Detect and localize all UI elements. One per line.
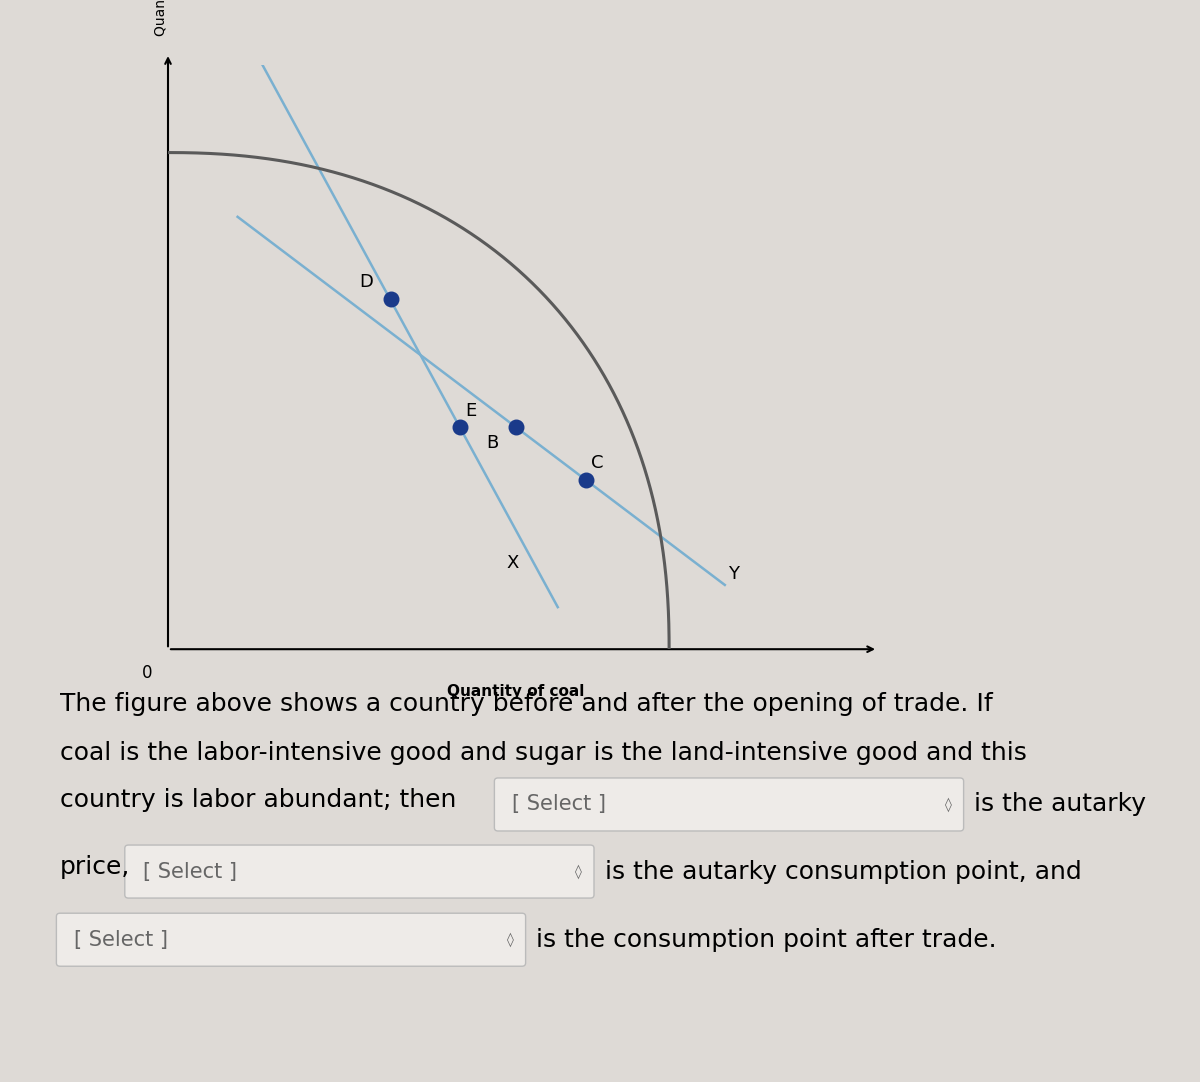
Text: ◊: ◊ bbox=[944, 797, 952, 812]
Text: is the autarky: is the autarky bbox=[974, 792, 1146, 817]
Text: B: B bbox=[486, 435, 499, 452]
Text: Quantity of coal: Quantity of coal bbox=[448, 684, 584, 699]
Text: The figure above shows a country before and after the opening of trade. If: The figure above shows a country before … bbox=[60, 692, 992, 716]
Text: ◊: ◊ bbox=[506, 933, 514, 947]
Text: price,: price, bbox=[60, 855, 131, 879]
Text: coal is the labor-intensive good and sugar is the land-intensive good and this: coal is the labor-intensive good and sug… bbox=[60, 741, 1027, 765]
Point bbox=[382, 290, 401, 307]
Point bbox=[506, 419, 526, 436]
Text: country is labor abundant; then: country is labor abundant; then bbox=[60, 788, 456, 812]
Point bbox=[451, 419, 470, 436]
Text: Quantity of sugar: Quantity of sugar bbox=[154, 0, 168, 36]
Text: Y: Y bbox=[728, 566, 739, 583]
Point bbox=[576, 471, 595, 488]
Text: C: C bbox=[590, 454, 604, 473]
Text: ◊: ◊ bbox=[575, 865, 582, 879]
Text: E: E bbox=[466, 401, 476, 420]
Text: is the consumption point after trade.: is the consumption point after trade. bbox=[536, 927, 997, 952]
Text: [ Select ]: [ Select ] bbox=[512, 794, 606, 815]
Text: 0: 0 bbox=[142, 663, 152, 682]
Text: is the autarky consumption point, and: is the autarky consumption point, and bbox=[605, 859, 1081, 884]
Text: [ Select ]: [ Select ] bbox=[143, 861, 236, 882]
Text: D: D bbox=[360, 274, 373, 291]
Text: X: X bbox=[506, 554, 518, 572]
Text: [ Select ]: [ Select ] bbox=[74, 929, 168, 950]
